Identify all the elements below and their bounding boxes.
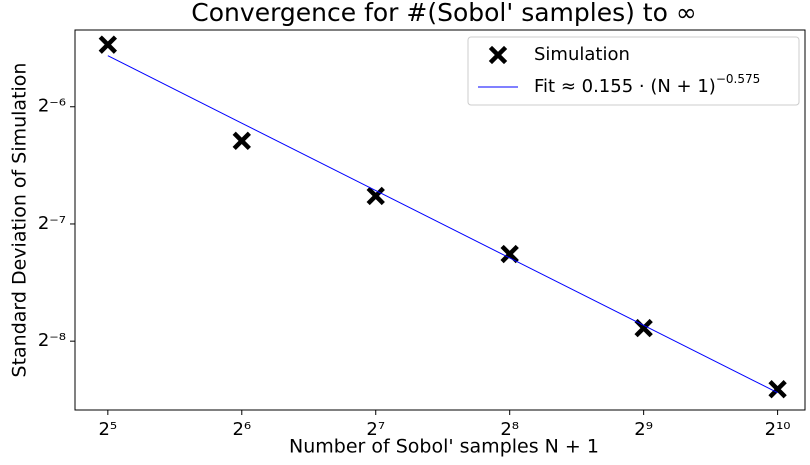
x-tick-label: 2⁸ (500, 419, 519, 440)
plot-frame (74, 29, 806, 411)
chart-title: Convergence for #(Sobol' samples) to ∞ (191, 0, 696, 27)
y-tick-label: 2⁻⁸ (38, 330, 66, 351)
legend-label: Fit ≈ 0.155 · (N + 1)−0.575 (534, 72, 760, 98)
data-point (768, 380, 787, 399)
x-tick-label: 2⁹ (634, 419, 653, 440)
legend-box (467, 36, 800, 106)
fit-line (107, 55, 778, 394)
legend: Simulation Fit ≈ 0.155 · (N + 1)−0.575 (467, 36, 800, 106)
x-tick-label: 2¹⁰ (765, 419, 791, 440)
legend-marker (488, 45, 508, 65)
data-point (366, 186, 385, 206)
legend-name: Fit ≈ 0.155 · (N + 1) (534, 76, 716, 97)
y-tick-label: 2⁻⁷ (38, 213, 66, 234)
x-tick-label: 2⁶ (232, 419, 251, 440)
y-axis-label: Standard Deviation of Simulation (9, 63, 31, 378)
x-tick-label: 2⁵ (98, 419, 117, 440)
legend-exponent: −0.575 (716, 72, 760, 86)
data-point (634, 318, 653, 338)
x-tick-label: 2⁷ (366, 419, 385, 440)
legend-label: Simulation (534, 44, 630, 65)
data-point (232, 131, 251, 151)
data-point (98, 35, 118, 54)
x-axis-label: Number of Sobol' samples N + 1 (289, 436, 599, 458)
data-point (500, 244, 519, 264)
y-tick-label: 2⁻⁶ (38, 96, 66, 117)
legend-name: Simulation (534, 44, 630, 65)
